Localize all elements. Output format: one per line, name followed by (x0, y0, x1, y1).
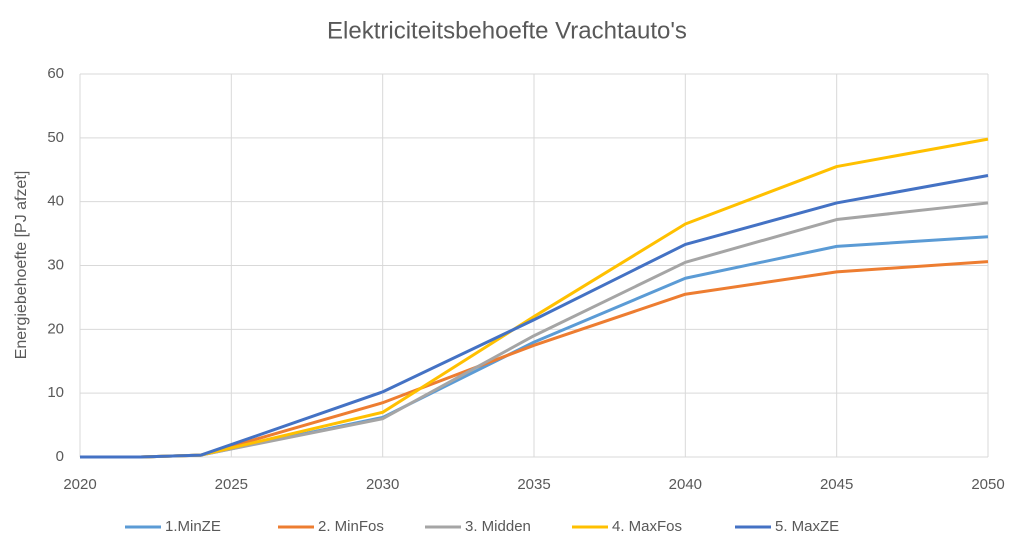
x-tick-label: 2045 (820, 476, 853, 493)
legend-label: 5. MaxZE (775, 518, 839, 535)
x-tick-label: 2030 (366, 476, 399, 493)
y-tick-label: 50 (47, 129, 64, 146)
x-tick-label: 2035 (517, 476, 550, 493)
chart-title: Elektriciteitsbehoefte Vrachtauto's (327, 17, 687, 44)
x-tick-label: 2020 (63, 476, 96, 493)
legend-label: 3. Midden (465, 518, 531, 535)
legend-label: 2. MinFos (318, 518, 384, 535)
legend-label: 4. MaxFos (612, 518, 682, 535)
y-axis-label: Energiebehoefte [PJ afzet] (13, 171, 30, 360)
x-tick-label: 2050 (971, 476, 1004, 493)
y-tick-label: 40 (47, 193, 64, 210)
y-tick-label: 0 (56, 448, 64, 465)
y-tick-label: 30 (47, 256, 64, 273)
y-tick-label: 20 (47, 320, 64, 337)
legend-label: 1.MinZE (165, 518, 221, 535)
x-tick-label: 2040 (669, 476, 702, 493)
y-tick-label: 10 (47, 384, 64, 401)
series-line (80, 174, 989, 459)
y-tick-label: 60 (47, 65, 64, 82)
x-tick-label: 2025 (215, 476, 248, 493)
